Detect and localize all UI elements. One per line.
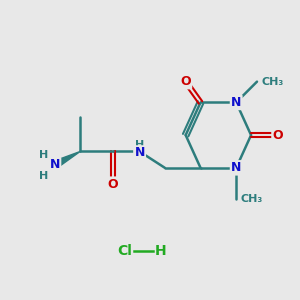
Text: H: H (135, 140, 144, 150)
Text: O: O (272, 129, 283, 142)
Text: H: H (154, 244, 166, 258)
Text: H: H (39, 171, 48, 181)
Text: N: N (50, 158, 60, 171)
Text: O: O (107, 178, 118, 191)
Text: O: O (180, 75, 191, 88)
Text: Cl: Cl (117, 244, 132, 258)
Text: CH₃: CH₃ (262, 76, 284, 87)
Text: N: N (231, 161, 242, 174)
Text: CH₃: CH₃ (241, 194, 263, 204)
Text: H: H (39, 150, 48, 160)
Polygon shape (53, 152, 80, 168)
Text: N: N (134, 146, 145, 160)
Text: N: N (231, 96, 242, 109)
